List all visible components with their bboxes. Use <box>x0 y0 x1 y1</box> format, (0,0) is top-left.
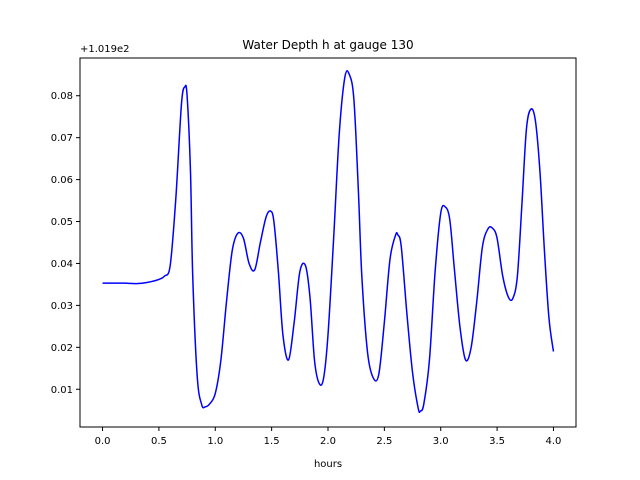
x-tick-label: 3.5 <box>489 436 505 447</box>
y-tick-label: 0.02 <box>51 343 73 354</box>
x-tick-label: 1.5 <box>264 436 280 447</box>
y-tick-label: 0.07 <box>51 133 73 144</box>
series-layer <box>102 69 555 414</box>
data-series-line-0 <box>102 69 555 414</box>
x-tick-label: 4.0 <box>546 436 562 447</box>
x-tick-label: 2.5 <box>376 436 392 447</box>
y-tick-label: 0.05 <box>51 217 73 228</box>
x-tick-label: 0.5 <box>151 436 167 447</box>
chart-title: Water Depth h at gauge 130 <box>242 38 413 52</box>
x-tick-label: 0.0 <box>95 436 111 447</box>
x-tick-label: 3.0 <box>433 436 449 447</box>
y-tick-label: 0.08 <box>51 91 73 102</box>
x-axis-ticks: 0.0 0.5 1.0 1.5 2.0 2.5 3.0 3.5 4.0 <box>95 427 562 447</box>
y-tick-label: 0.03 <box>51 301 73 312</box>
x-axis-label: hours <box>314 459 342 470</box>
y-offset-label: +1.019e2 <box>80 44 130 55</box>
y-tick-label: 0.06 <box>51 175 73 186</box>
y-axis-ticks: 0.01 0.02 0.03 0.04 0.05 0.06 0.07 0.08 <box>51 91 80 396</box>
x-tick-label: 1.0 <box>207 436 223 447</box>
x-tick-label: 2.0 <box>320 436 336 447</box>
y-tick-label: 0.04 <box>51 259 73 270</box>
y-tick-label: 0.01 <box>51 385 73 396</box>
